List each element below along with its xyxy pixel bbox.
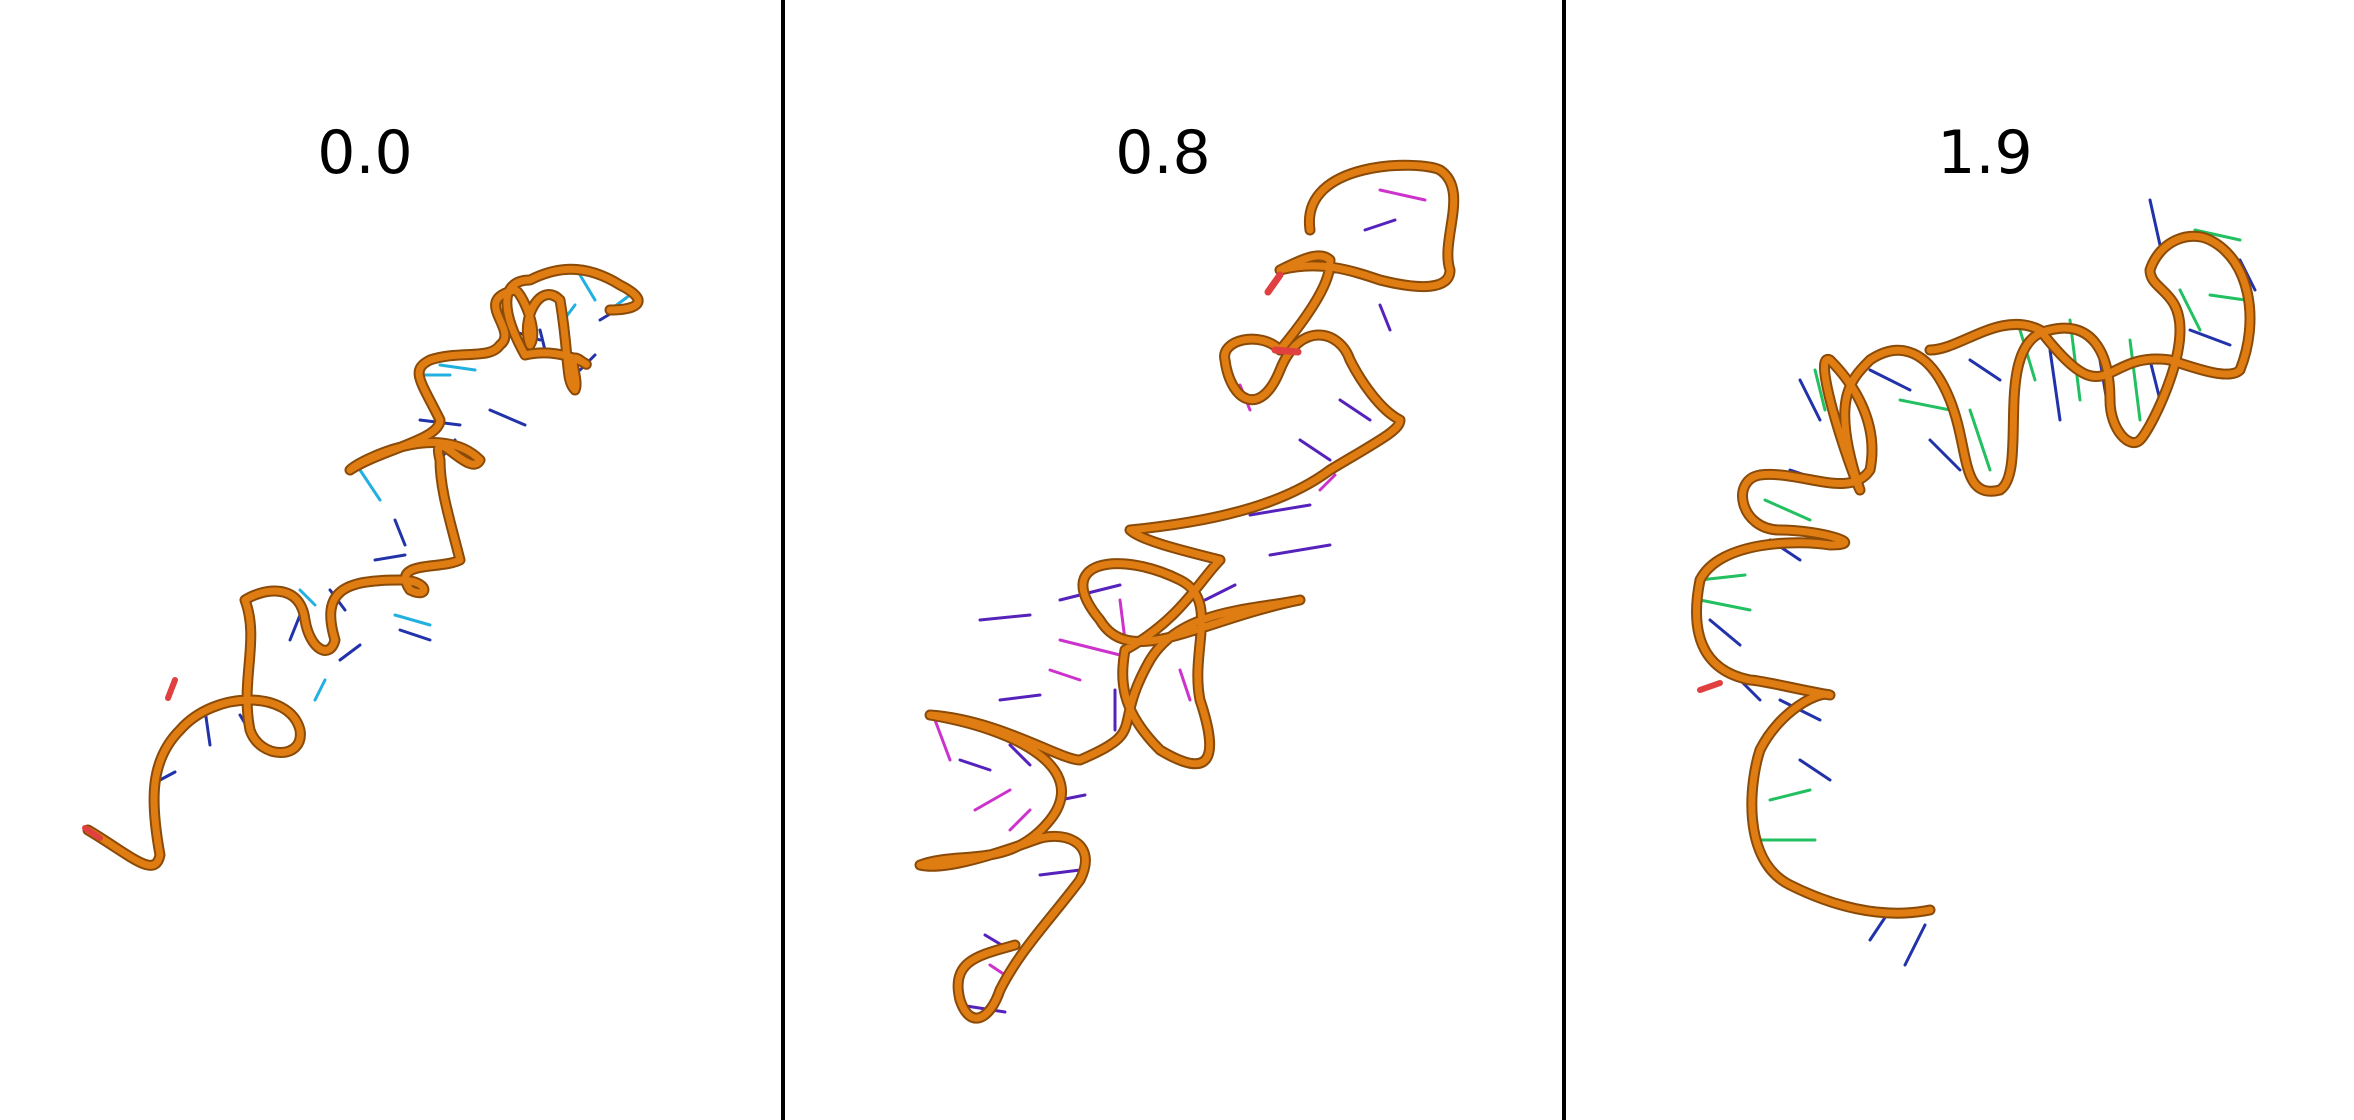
panel-label-2: 1.9 <box>1937 118 2033 188</box>
rna-structure-1 <box>914 159 1460 1024</box>
panel-divider-1 <box>781 0 785 1120</box>
panel-divider-2 <box>1562 0 1566 1120</box>
rna-structure-2 <box>1691 198 2257 967</box>
rna-structure-0 <box>82 263 644 871</box>
panel-label-1: 0.8 <box>1115 118 1211 188</box>
panel-label-0: 0.0 <box>317 118 413 188</box>
